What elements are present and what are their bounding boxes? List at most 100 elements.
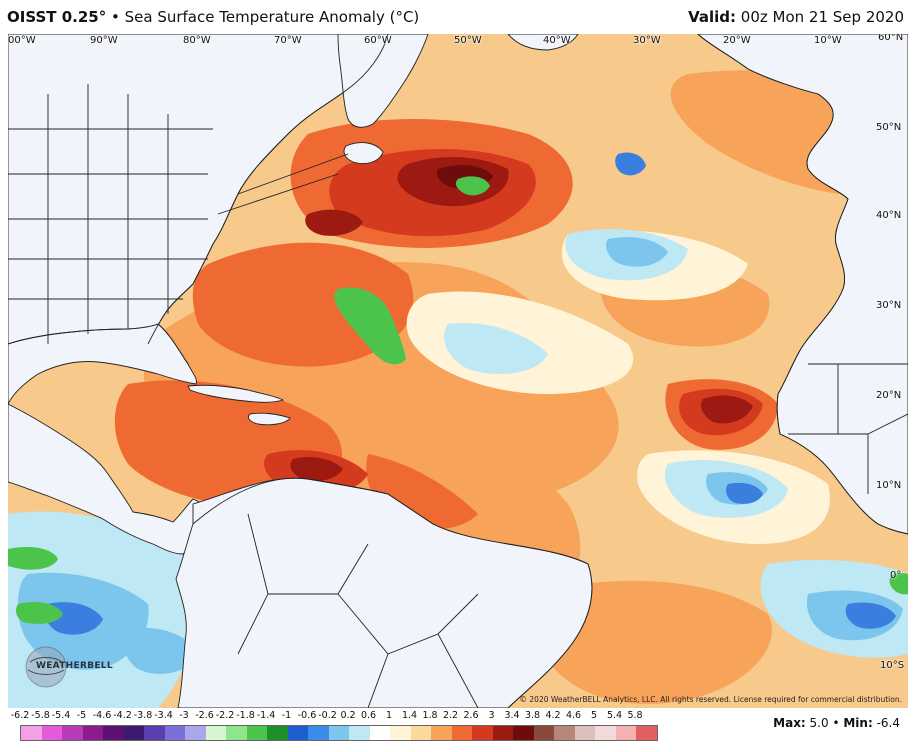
legend-tick-label: -3 [179,710,189,721]
legend-swatch [615,726,636,740]
legend-swatch [492,726,513,740]
legend-tick-label: -5.8 [31,710,50,721]
anomaly-patches [8,70,908,708]
legend-tick-label: 5.8 [627,710,643,721]
land-mass [343,142,384,164]
legend-swatch [103,726,124,740]
legend-swatch [226,726,247,740]
lat-label-0: 0° [890,570,902,581]
legend-tick-label: -5 [76,710,87,721]
legend-tick-label: -6.2 [10,710,30,721]
legend-swatch [41,726,62,740]
map-subtitle: • Sea Surface Temperature Anomaly (°C) [106,8,420,26]
legend-swatch [62,726,83,740]
legend-swatch [82,726,103,740]
max-label: Max: [773,716,806,730]
legend-swatch [349,726,370,740]
sst-anomaly-map: 00°W 90°W 80°W 70°W 60°W 50°W 40°W 30°W … [8,34,908,708]
anomaly-patch [701,395,753,424]
legend-tick-label: 1.4 [401,710,418,721]
borders [8,34,908,708]
legend-swatch [410,726,431,740]
legend-tick-label: -1.4 [256,710,276,721]
legend-tick-label: 0.2 [340,710,356,721]
lon-label-10w: 10°W [814,35,842,46]
legend-tick-label: -3.8 [133,710,153,721]
legend-swatch [554,726,575,740]
legend-swatch [574,726,595,740]
legend-swatch [390,726,411,740]
valid-time-value: 00z Mon 21 Sep 2020 [736,8,904,26]
logo-text: WEATHERBELL [36,661,113,671]
min-label: Min: [843,716,873,730]
legend-swatch [533,726,554,740]
legend-tick-label: 5 [590,710,598,721]
legend-tick-label: 3 [488,710,495,721]
anomaly-patch [334,287,406,365]
legend-swatch [431,726,452,740]
map-title: OISST 0.25° • Sea Surface Temperature An… [7,8,419,26]
lat-label-50n: 50°N [876,122,902,133]
land-mass [187,384,285,403]
legend-tick-label: 2.2 [442,710,459,721]
anomaly-patch [15,602,64,624]
legend-swatch [205,726,226,740]
legend-swatch [513,726,534,740]
legend-tick-label: -1.8 [236,710,255,721]
lon-label-40w: 40°W [543,35,571,46]
weatherbell-logo: WEATHERBELL [24,644,113,690]
header: OISST 0.25° • Sea Surface Temperature An… [0,0,916,34]
min-value: -6.4 [872,716,900,730]
land-mass [507,34,579,51]
anomaly-patch [8,547,58,570]
anomaly-patch [725,482,763,504]
anomaly-patch [290,457,343,481]
legend-swatch [123,726,144,740]
legend-tick-label: 2.6 [463,710,479,721]
land-mass [337,34,429,128]
legend-tick-label: -0.6 [297,710,317,721]
legend-swatch [267,726,288,740]
anomaly-patch [455,176,490,196]
legend-swatch [21,726,42,740]
product-name: OISST 0.25° [7,8,107,26]
lat-label-30n: 30°N [876,300,902,311]
legend-tick-label: 1 [385,710,393,721]
legend-swatch [308,726,329,740]
globe-icon [25,646,67,688]
legend-ticks: -6.2 -5.8 -5.4 -5 -4.6 -4.2 -3.8 -3.4 -3 -2.6 -2.2… [11,710,660,724]
valid-label: Valid: [688,8,737,26]
legend-tick-label: -0.2 [318,710,337,721]
anomaly-patch [192,242,414,367]
anomaly-patch [444,323,548,374]
legend-tick-label: 0.6 [360,710,377,721]
legend-swatch [246,726,267,740]
legend-tick-label: -4.2 [113,710,132,721]
legend-swatch [185,726,206,740]
legend-tick-label: 5.4 [606,710,623,721]
legend-tick-label: -2.2 [215,710,235,721]
legend-tick-label: 3.8 [524,710,541,721]
lon-label-30w: 30°W [633,35,661,46]
valid-time: Valid: 00z Mon 21 Sep 2020 [688,8,904,26]
color-legend: -6.2 -5.8 -5.4 -5 -4.6 -4.2 -3.8 -3.4 -3 -2.6 -2.2… [11,710,660,750]
legend-swatch [369,726,390,740]
legend-tick-label: -4.6 [92,710,112,721]
stats-separator: • [828,716,844,730]
legend-swatch [287,726,308,740]
lon-label-90w: 90°W [90,35,118,46]
lat-label-10s: 10°S [880,660,905,671]
legend-swatch [328,726,349,740]
copyright-notice: © 2020 WeatherBELL Analytics, LLC. All r… [519,695,902,704]
lon-label-50w: 50°W [454,35,482,46]
lat-label-60n: 60°N [878,34,904,43]
legend-tick-label: -5.4 [51,710,71,721]
max-value: 5.0 [805,716,829,730]
map-canvas [8,34,908,708]
legend-swatch [164,726,185,740]
legend-colorbar [20,725,658,741]
legend-tick-label: -1 [281,710,292,721]
lon-label-70w: 70°W [274,35,302,46]
legend-tick-label: 4.2 [545,710,561,721]
land-masses [8,34,908,708]
